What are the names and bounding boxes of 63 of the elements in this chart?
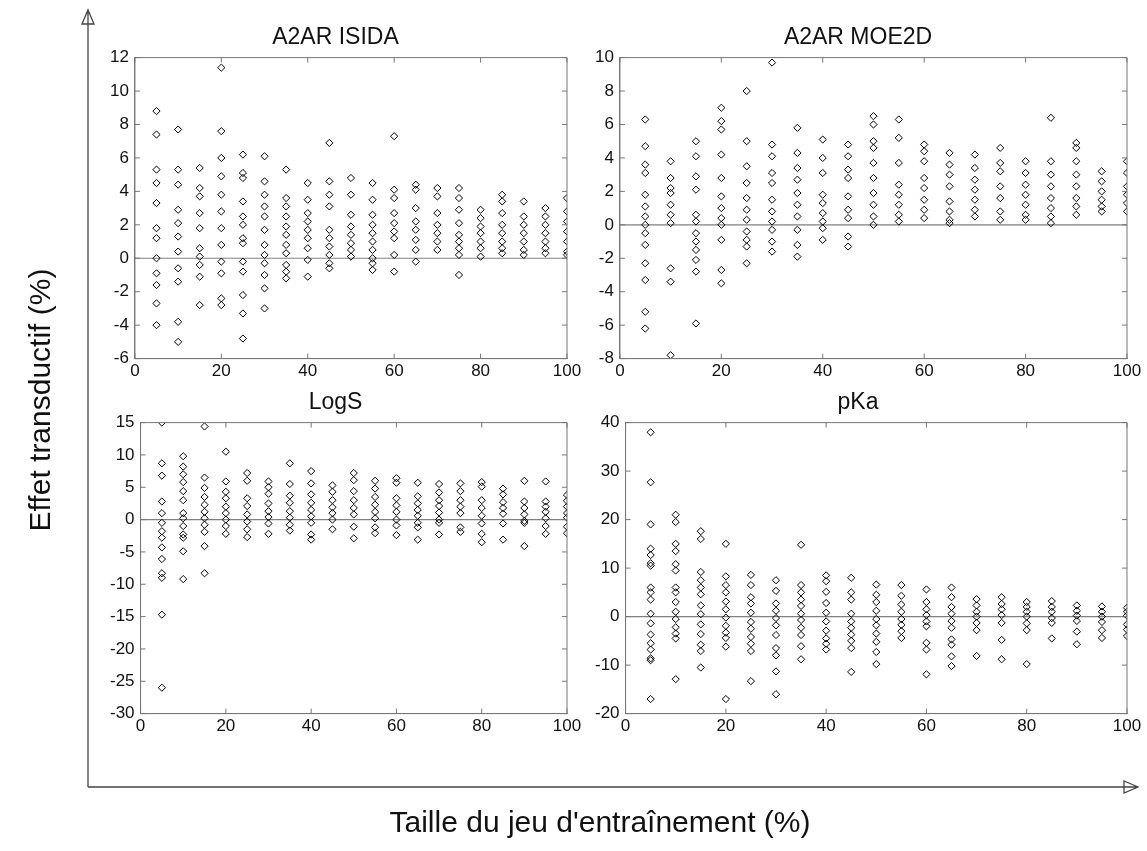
x-tick-label: 60: [916, 716, 936, 736]
y-tick-label: 4: [604, 147, 614, 167]
x-tick-label: 60: [914, 361, 934, 381]
y-tick-label: -2: [113, 281, 129, 301]
x-tick-label: 40: [816, 716, 836, 736]
x-tick-label: 40: [301, 716, 321, 736]
x-tick-label: 20: [711, 361, 731, 381]
x-tick-label: 60: [384, 361, 404, 381]
y-tick-label: 30: [600, 460, 620, 480]
y-tick-label: 6: [604, 114, 614, 134]
x-tick-label: 100: [552, 716, 582, 736]
x-tick-label: 100: [552, 361, 582, 381]
y-tick-label: -10: [109, 573, 135, 593]
y-tick-label: -8: [598, 348, 614, 368]
y-tick-label: -20: [109, 638, 135, 658]
y-tick-label: 15: [115, 412, 135, 432]
y-tick-label: -4: [113, 314, 129, 334]
x-axis-title: Taille du jeu d'entraînement (%): [389, 805, 811, 839]
x-tick-label: 60: [386, 716, 406, 736]
x-tick-label: 80: [471, 361, 491, 381]
y-tick-label: 0: [125, 509, 135, 529]
y-tick-label: -25: [109, 670, 135, 690]
y-tick-label: 10: [115, 444, 135, 464]
chart-title: pKa: [837, 388, 879, 415]
x-tick-label: 100: [1112, 716, 1142, 736]
y-tick-label: -10: [594, 654, 620, 674]
chart-title: LogS: [308, 388, 363, 415]
x-tick-label: 80: [1017, 716, 1037, 736]
y-tick-label: -15: [109, 606, 135, 626]
y-tick-label: 10: [600, 557, 620, 577]
chart-title: A2AR ISIDA: [272, 23, 400, 50]
x-tick-label: 80: [472, 716, 492, 736]
y-tick-label: 2: [604, 181, 614, 201]
y-tick-label: 0: [119, 247, 129, 267]
y-tick-label: 8: [119, 114, 129, 134]
y-tick-label: -5: [119, 541, 135, 561]
x-tick-label: 40: [813, 361, 833, 381]
y-tick-label: 10: [109, 80, 129, 100]
x-tick-label: 20: [211, 361, 231, 381]
x-tick-label: 80: [1016, 361, 1036, 381]
y-tick-label: 12: [109, 47, 129, 67]
y-tick-label: -4: [598, 281, 614, 301]
y-tick-label: -6: [598, 314, 614, 334]
y-tick-label: 4: [119, 181, 129, 201]
y-tick-label: 40: [600, 412, 620, 432]
chart-title: A2AR MOE2D: [783, 23, 933, 50]
x-tick-label: 20: [216, 716, 236, 736]
y-tick-label: -6: [113, 348, 129, 368]
x-tick-label: 40: [298, 361, 318, 381]
y-axis-title: Effet transductif (%): [23, 268, 57, 532]
y-tick-label: 5: [125, 476, 135, 496]
y-tick-label: 6: [119, 147, 129, 167]
y-tick-label: -20: [594, 703, 620, 723]
y-tick-label: -30: [109, 703, 135, 723]
y-tick-label: 2: [119, 214, 129, 234]
y-tick-label: 10: [594, 47, 614, 67]
x-tick-label: 100: [1112, 361, 1142, 381]
x-tick-label: 20: [716, 716, 736, 736]
y-tick-label: -2: [598, 247, 614, 267]
y-tick-label: 0: [610, 606, 620, 626]
y-tick-label: 0: [604, 214, 614, 234]
y-tick-label: 20: [600, 509, 620, 529]
y-tick-label: 8: [604, 80, 614, 100]
